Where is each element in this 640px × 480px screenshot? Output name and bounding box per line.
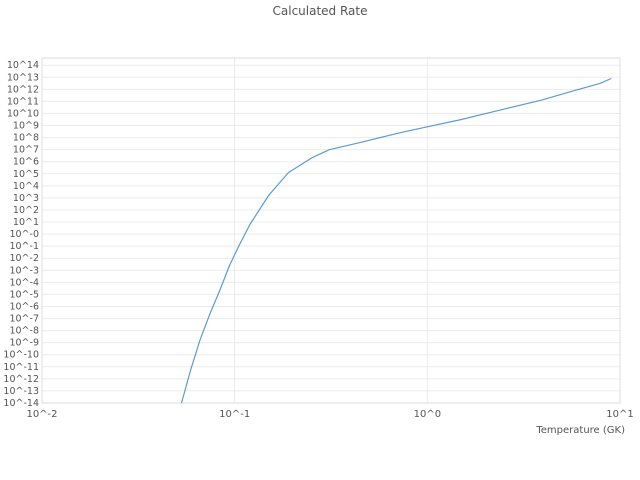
x-tick-label: 10^1	[606, 409, 633, 420]
y-tick-label: 10^-4	[9, 277, 39, 288]
y-tick-label: 10^-6	[9, 301, 39, 312]
y-tick-label: 10^-2	[9, 253, 39, 264]
y-tick-label: 10^13	[7, 72, 39, 83]
y-tick-label: 10^-8	[9, 326, 39, 337]
y-tick-label: 10^-9	[9, 338, 39, 349]
y-tick-label: 10^5	[13, 169, 39, 180]
y-tick-label: 10^4	[13, 181, 39, 192]
x-tick-label: 10^-2	[26, 409, 57, 420]
y-tick-label: 10^-10	[3, 350, 39, 361]
x-tick-label: 10^0	[414, 409, 441, 420]
y-tick-label: 10^1	[13, 217, 39, 228]
y-tick-label: 10^-13	[3, 386, 39, 397]
y-tick-label: 10^-14	[3, 398, 39, 409]
y-tick-label: 10^2	[13, 205, 39, 216]
x-tick-label: 10^-1	[219, 409, 250, 420]
y-tick-label: 10^9	[13, 121, 39, 132]
y-tick-label: 10^7	[13, 145, 39, 156]
plot-border	[41, 57, 621, 404]
y-tick-label: 10^14	[7, 60, 39, 71]
y-tick-label: 10^-12	[3, 374, 39, 385]
y-tick-label: 10^-0	[9, 229, 39, 240]
y-tick-label: 10^11	[7, 96, 39, 107]
series-line	[180, 77, 612, 404]
y-tick-label: 10^12	[7, 84, 39, 95]
y-tick-label: 10^10	[7, 108, 39, 119]
y-tick-label: 10^-1	[9, 241, 39, 252]
x-axis-label: Temperature (GK)	[536, 425, 625, 436]
y-tick-label: 10^-7	[9, 314, 39, 325]
y-tick-label: 10^8	[13, 133, 39, 144]
y-tick-label: 10^-11	[3, 362, 39, 373]
y-tick-label: 10^-3	[9, 265, 39, 276]
y-tick-label: 10^6	[13, 157, 39, 168]
y-tick-label: 10^3	[13, 193, 39, 204]
chart-title: Calculated Rate	[272, 4, 368, 18]
y-tick-label: 10^-5	[9, 289, 39, 300]
